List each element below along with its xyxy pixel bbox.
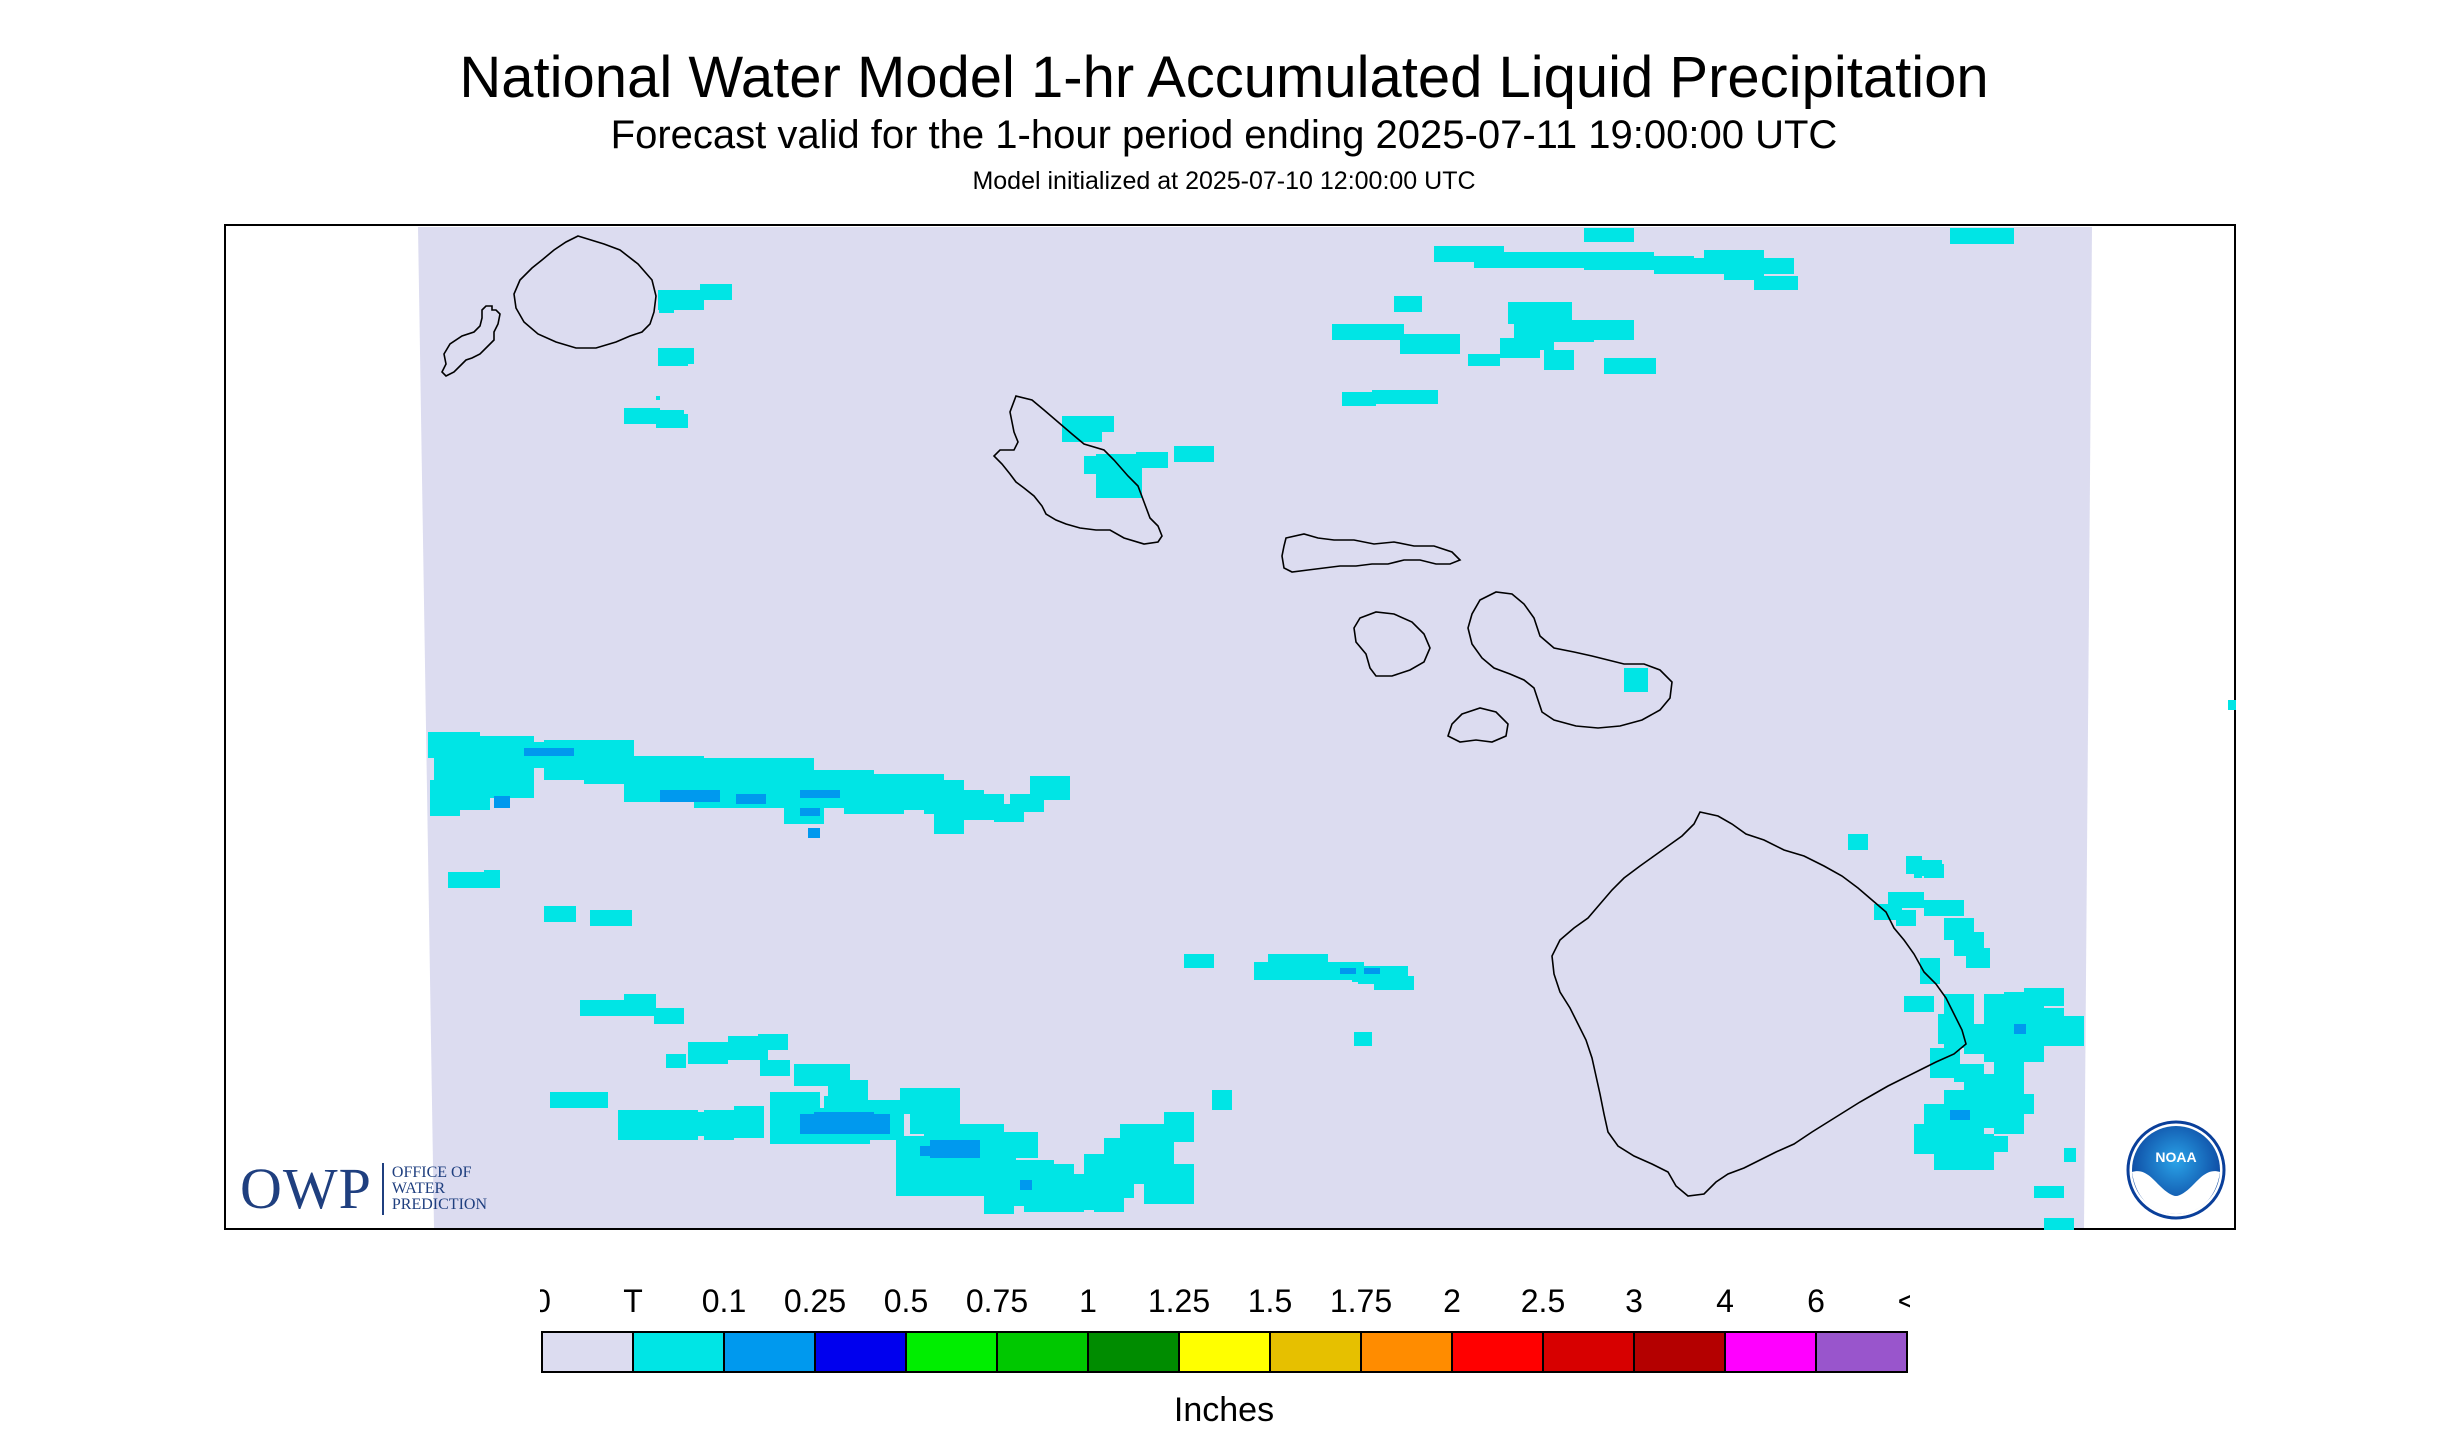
owp-logo-line-1: OFFICE OF	[391, 1164, 472, 1181]
legend-label-14: 6	[1807, 1283, 1825, 1319]
legend-label-7: 1.25	[1148, 1283, 1210, 1319]
owp-logo-subtext: OFFICE OF WATER PREDICTION	[392, 1165, 487, 1213]
owp-logo-line-3: PREDICTION	[391, 1196, 487, 1213]
island-oahu	[992, 395, 1163, 545]
legend-swatch-5	[996, 1331, 1089, 1373]
legend-swatch-14	[1815, 1331, 1908, 1373]
legend-label-9: 1.75	[1330, 1283, 1392, 1319]
light-precip-areas	[494, 748, 2026, 1190]
legend-label-1: T	[623, 1283, 643, 1319]
noaa-logo: NOAA	[2126, 1120, 2226, 1220]
legend-swatch-10	[1451, 1331, 1544, 1373]
legend-swatch-9	[1360, 1331, 1453, 1373]
legend-swatch-6	[1087, 1331, 1180, 1373]
island-molokai	[1281, 533, 1462, 573]
legend-labels: 0 T 0.1 0.25 0.5 0.75 1 1.25 1.5 1.75 2 2.5 3 4 6 <	[540, 1283, 1910, 1319]
island-kauai	[513, 235, 657, 349]
model-domain	[418, 227, 2092, 1228]
legend-label-8: 1.5	[1248, 1283, 1292, 1319]
legend-unit-label: Inches	[1173, 1391, 1275, 1429]
legend-swatch-13	[1724, 1331, 1817, 1373]
island-maui	[1467, 591, 1673, 729]
legend-label-5: 0.75	[966, 1283, 1028, 1319]
legend-swatches	[541, 1331, 1908, 1373]
noaa-logo-bird-icon	[2132, 1171, 2220, 1214]
color-legend: 0 T 0.1 0.25 0.5 0.75 1 1.25 1.5 1.75 2 2.5 3 4 6 <	[540, 1283, 1910, 1373]
legend-swatch-4	[905, 1331, 998, 1373]
island-lanai	[1353, 611, 1431, 677]
owp-logo-divider	[381, 1163, 384, 1215]
legend-swatch-7	[1178, 1331, 1271, 1373]
legend-label-4: 0.5	[884, 1283, 928, 1319]
legend-swatch-3	[814, 1331, 907, 1373]
legend-label-12: 3	[1625, 1283, 1643, 1319]
legend-label-11: 2.5	[1521, 1283, 1565, 1319]
legend-swatch-11	[1542, 1331, 1635, 1373]
map-title: National Water Model 1-hr Accumulated Li…	[459, 45, 1989, 110]
island-kahoolawe	[1447, 707, 1509, 743]
noaa-logo-text: NOAA	[2155, 1149, 2196, 1165]
legend-label-2: 0.1	[702, 1283, 746, 1319]
legend-swatch-2	[723, 1331, 816, 1373]
model-init-time: Model initialized at 2025-07-10 12:00:00…	[972, 167, 1476, 195]
legend-label-3: 0.25	[784, 1283, 846, 1319]
legend-label-13: 4	[1716, 1283, 1734, 1319]
island-coastlines	[441, 235, 1967, 1197]
legend-label-0: 0	[540, 1283, 551, 1319]
legend-label-15: <	[1898, 1283, 1910, 1319]
owp-logo-text: OWP	[240, 1156, 372, 1221]
island-hawaii	[1551, 811, 1967, 1197]
owp-logo-line-2: WATER	[391, 1180, 446, 1197]
legend-swatch-8	[1269, 1331, 1362, 1373]
island-niihau	[441, 305, 501, 377]
map-subtitle: Forecast valid for the 1-hour period end…	[610, 113, 1838, 157]
legend-swatch-0	[541, 1331, 634, 1373]
owp-logo: OWP OFFICE OF WATER PREDICTION	[240, 1160, 487, 1218]
legend-label-6: 1	[1079, 1283, 1097, 1319]
legend-label-10: 2	[1443, 1283, 1461, 1319]
legend-swatch-12	[1633, 1331, 1726, 1373]
precipitation-map	[224, 224, 2236, 1230]
legend-swatch-1	[632, 1331, 725, 1373]
